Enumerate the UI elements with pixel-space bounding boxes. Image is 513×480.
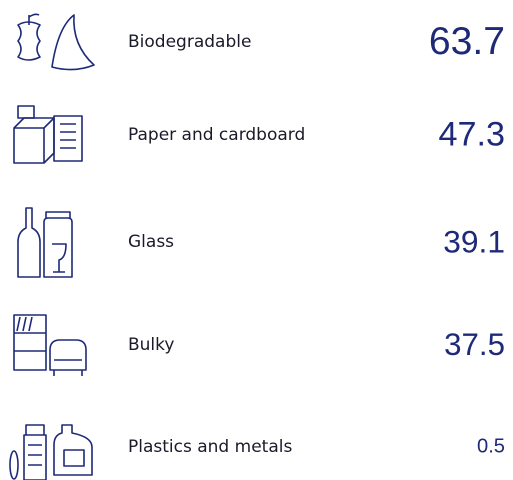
item-label: Glass — [128, 232, 174, 252]
item-value: 0.5 — [477, 436, 505, 459]
item-value: 39.1 — [443, 224, 505, 261]
icon-bulky — [4, 305, 100, 385]
item-label: Biodegradable — [128, 32, 251, 52]
item-value: 37.5 — [444, 327, 505, 363]
infographic: Biodegradable 63.7 Paper and cardboard 47.3… — [0, 0, 513, 480]
item-label: Bulky — [128, 335, 174, 355]
icon-plastics — [4, 405, 100, 480]
icon-glass — [4, 202, 100, 282]
item-label: Paper and cardboard — [128, 125, 305, 145]
item-label: Plastics and metals — [128, 437, 292, 457]
icon-paper — [4, 98, 100, 178]
item-value: 63.7 — [429, 20, 505, 64]
item-value: 47.3 — [438, 116, 505, 155]
icon-biodegradable — [4, 5, 100, 85]
